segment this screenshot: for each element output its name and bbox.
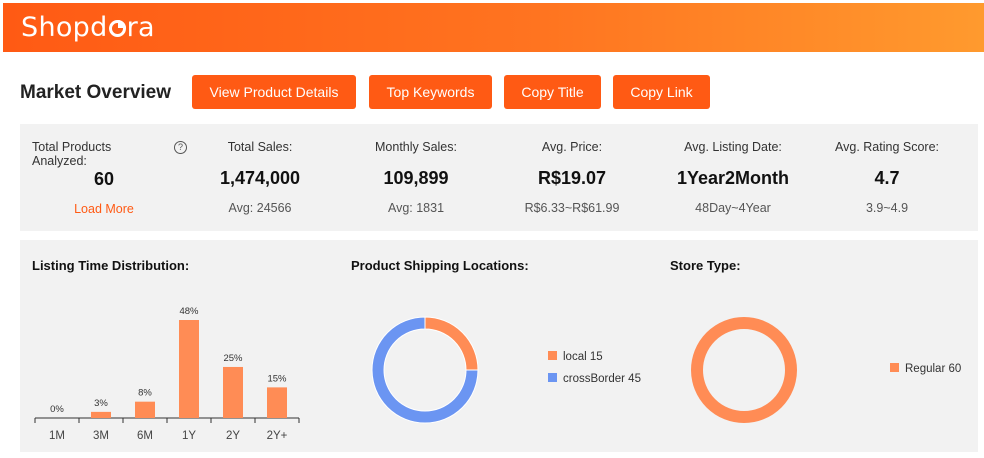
app-header: Shopd ra (3, 3, 984, 52)
stat-label: Monthly Sales: (375, 140, 457, 154)
stat-label: Analyzed: (32, 154, 87, 168)
stat-total-sales: Total Sales: 1,474,000 Avg: 24566 (190, 124, 330, 215)
bar-value-label: 8% (138, 388, 152, 399)
stat-avg-listing-date: Avg. Listing Date: 1Year2Month 48Day~4Ye… (658, 124, 808, 215)
stat-label: Total Products (32, 140, 112, 154)
logo-o-glyph (108, 20, 126, 37)
x-tick-label: 6M (137, 430, 153, 442)
x-tick-label: 3M (93, 430, 109, 442)
load-more-link[interactable]: Load More (74, 202, 134, 216)
bar-value-label: 15% (267, 373, 287, 384)
stat-label: Avg. Rating Score: (835, 140, 939, 154)
bar-2Y+ (267, 387, 287, 418)
stat-value: 1,474,000 (219, 168, 301, 188)
legend-crossborder[interactable]: crossBorder 45 (548, 373, 641, 385)
page-title: Market Overview (20, 82, 172, 103)
shipping-locations-chart-title: Product Shipping Locations: (351, 258, 529, 273)
legend-swatch (548, 351, 557, 360)
x-tick-label: 1M (49, 430, 65, 442)
title-bar: Market Overview View Product Details Top… (20, 72, 980, 112)
bar-value-label: 3% (94, 398, 108, 409)
shipping-locations-donut (371, 316, 479, 424)
stat-value: 4.7 (874, 168, 900, 188)
stat-sub: 3.9~4.9 (865, 201, 909, 215)
stat-sub: Avg: 1831 (387, 201, 445, 215)
bar-value-label: 0% (50, 404, 64, 415)
bar-2Y (223, 366, 243, 418)
shopdora-logo[interactable]: Shopd ra (21, 12, 155, 43)
help-icon[interactable]: ? (174, 141, 187, 154)
stat-value: R$19.07 (537, 168, 607, 188)
stat-label: Avg. Price: (541, 140, 603, 154)
bar-6M (135, 401, 155, 418)
slice-local (424, 316, 479, 371)
bar-3M (91, 411, 111, 418)
copy-title-button[interactable]: Copy Title (504, 75, 601, 109)
stats-panel: Total Products Analyzed: ? 60 Load More … (20, 124, 978, 231)
copy-link-button[interactable]: Copy Link (613, 75, 710, 109)
legend-swatch (890, 363, 899, 372)
top-keywords-button[interactable]: Top Keywords (369, 75, 492, 109)
x-tick-label: 1Y (182, 430, 196, 442)
slice-crossBorder (371, 316, 479, 424)
store-type-chart-title: Store Type: (670, 258, 741, 273)
charts-panel: Listing Time Distribution: Product Shipp… (20, 240, 978, 452)
view-product-details-button[interactable]: View Product Details (192, 75, 356, 109)
stat-sub: Avg: 24566 (228, 201, 292, 215)
stat-avg-price: Avg. Price: R$19.07 R$6.33~R$61.99 (502, 124, 642, 215)
x-tick-label: 2Y (226, 430, 240, 442)
stat-monthly-sales: Monthly Sales: 109,899 Avg: 1831 (346, 124, 486, 215)
stat-value: 1Year2Month (676, 168, 790, 188)
stat-value: 60 (93, 169, 115, 189)
store-type-donut (691, 317, 797, 423)
listing-time-chart-title: Listing Time Distribution: (32, 258, 190, 273)
stat-sub: R$6.33~R$61.99 (524, 201, 620, 215)
bar-1Y (179, 320, 199, 418)
stat-total-products: Total Products Analyzed: (32, 124, 162, 168)
legend-local[interactable]: local 15 (548, 351, 603, 363)
stat-total-products-values: 60 Load More (44, 124, 164, 216)
stat-label: Total Sales: (227, 140, 293, 154)
bar-value-label: 48% (179, 306, 199, 317)
stat-sub: 48Day~4Year (695, 201, 771, 215)
stat-avg-rating: Avg. Rating Score: 4.7 3.9~4.9 (817, 124, 957, 215)
legend-swatch (548, 373, 557, 382)
listing-time-bar-chart: 0% 1M 3% 3M 8% 6M 48% 1Y 25% 2Y 15% 2Y+ (34, 306, 300, 442)
x-tick-label: 2Y+ (267, 430, 288, 442)
stat-label: Avg. Listing Date: (684, 140, 782, 154)
bar-value-label: 25% (223, 353, 243, 364)
legend-regular[interactable]: Regular 60 (890, 363, 961, 375)
stat-value: 109,899 (383, 168, 449, 188)
slice-Regular (691, 317, 797, 423)
